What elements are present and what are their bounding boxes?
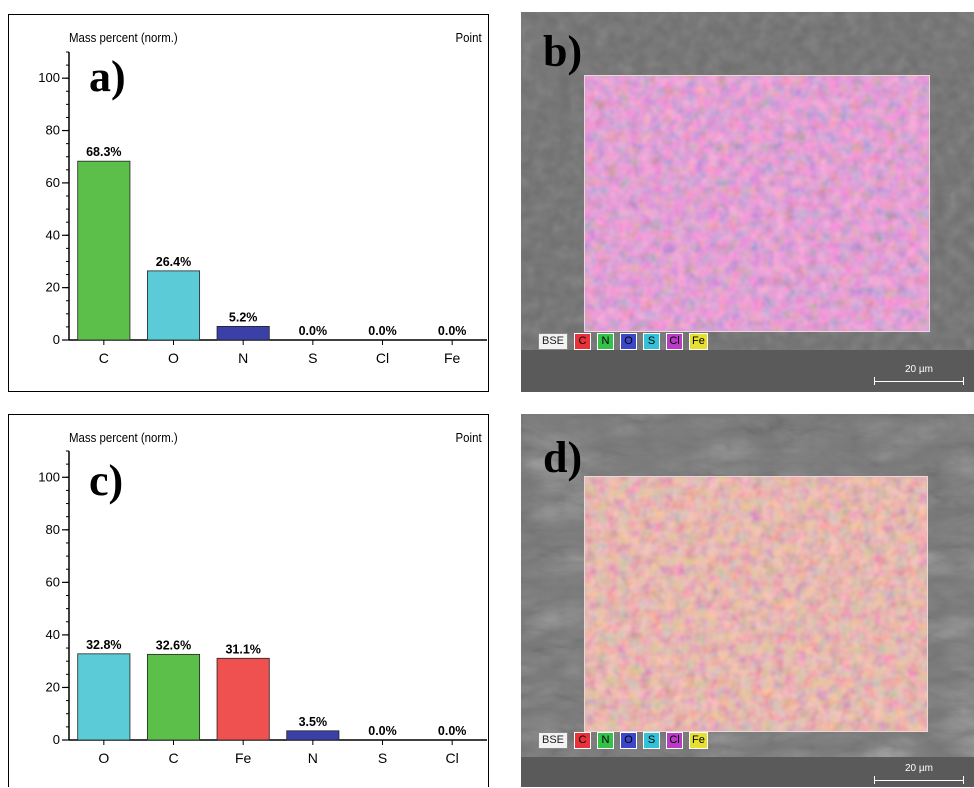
legend-fe: Fe: [689, 333, 708, 350]
y-tick-label: 0: [53, 732, 60, 747]
chart-panel-a: Mass percent (norm.) Point a) 0 20 40 60 80 1…: [8, 14, 489, 392]
x-tick-label: N: [308, 750, 318, 766]
value-label: 0.0%: [438, 724, 467, 738]
legend-bse: BSE: [538, 333, 569, 350]
value-label: 26.4%: [156, 255, 191, 269]
x-tick-label: O: [168, 350, 179, 366]
panel-label: d): [543, 433, 583, 482]
value-label: 32.6%: [156, 638, 191, 652]
value-label: 68.3%: [86, 145, 121, 159]
mode-label: Point: [455, 430, 482, 445]
legend-s: S: [643, 333, 661, 350]
panel-label: b): [543, 27, 583, 76]
bar-chart-c: 0 20 40 60 80 100 32.8% O 32.6% C 31.1% Fe 3.5% N 0.0%…: [38, 450, 487, 766]
scale-bar-label: 20 µm: [905, 364, 933, 375]
eds-legend: BSE C N O S Cl Fe: [538, 732, 708, 749]
value-label: 32.8%: [86, 638, 121, 652]
scale-bar-line: [874, 776, 964, 784]
x-tick-label: O: [98, 750, 109, 766]
y-tick-label: 60: [46, 175, 60, 190]
value-label: 0.0%: [368, 724, 397, 738]
y-tick-label: 40: [46, 227, 60, 242]
eds-legend: BSE C N O S Cl Fe: [538, 333, 708, 350]
bar-c: [77, 160, 131, 341]
x-tick-label: Cl: [446, 750, 459, 766]
bar-c: [146, 653, 201, 741]
value-label: 3.5%: [299, 715, 328, 729]
bar-n: [286, 730, 340, 741]
y-tick-label: 80: [46, 123, 60, 138]
sem-image-b: b) BSE C N O S Cl Fe 20 µm: [521, 12, 974, 392]
scale-bar: 20 µm: [874, 364, 964, 386]
scale-bar-line: [874, 377, 964, 385]
value-label: 5.2%: [229, 310, 258, 324]
legend-cl: Cl: [666, 333, 684, 350]
mode-label: Point: [455, 30, 482, 45]
x-tick-label: S: [378, 750, 387, 766]
legend-n: N: [597, 333, 615, 350]
y-tick-label: 80: [46, 522, 60, 537]
x-tick-label: Fe: [235, 750, 252, 766]
eds-map-area: [584, 75, 930, 332]
legend-o: O: [620, 333, 638, 350]
bar-o: [77, 653, 131, 741]
sem-image-d: d) BSE C N O S Cl Fe 20 µm: [521, 414, 974, 787]
x-tick-label: S: [308, 350, 317, 366]
y-axis-title: Mass percent (norm.): [69, 30, 178, 45]
legend-c: C: [574, 333, 592, 350]
y-tick-label: 40: [46, 627, 60, 642]
bar-chart-a: 0 20 40 60 80 100 68.3% C 26.4% O 5.2% N 0.0% S 0.0% Cl…: [38, 51, 487, 366]
legend-bse: BSE: [538, 732, 569, 749]
x-tick-label: N: [238, 350, 248, 366]
bar-n: [216, 325, 270, 341]
legend-c: C: [574, 732, 592, 749]
scale-bar-label: 20 µm: [905, 763, 933, 774]
value-label: 31.1%: [225, 642, 260, 656]
bar-fe: [216, 657, 270, 741]
value-label: 0.0%: [438, 324, 467, 338]
chart-panel-c: Mass percent (norm.) Point c) 0 20 40 60 80 1…: [8, 414, 489, 787]
y-tick-label: 100: [38, 70, 60, 85]
panel-label: a): [89, 52, 126, 101]
y-tick-label: 100: [38, 469, 60, 484]
y-tick-label: 20: [46, 679, 60, 694]
y-tick-label: 0: [53, 332, 60, 347]
info-bar: 20 µm: [521, 757, 974, 787]
bar-o: [146, 270, 201, 341]
x-tick-label: C: [99, 350, 109, 366]
legend-n: N: [597, 732, 615, 749]
scale-bar: 20 µm: [874, 763, 964, 785]
x-tick-label: Cl: [376, 350, 389, 366]
panel-label: c): [89, 456, 124, 505]
value-label: 0.0%: [299, 324, 328, 338]
legend-cl: Cl: [666, 732, 684, 749]
y-tick-label: 20: [46, 280, 60, 295]
eds-map-area: [584, 476, 928, 732]
legend-s: S: [643, 732, 661, 749]
x-tick-label: C: [168, 750, 178, 766]
y-axis-title: Mass percent (norm.): [69, 430, 178, 445]
x-tick-label: Fe: [444, 350, 461, 366]
y-tick-label: 60: [46, 574, 60, 589]
info-bar: 20 µm: [521, 350, 974, 392]
legend-o: O: [620, 732, 638, 749]
value-label: 0.0%: [368, 324, 397, 338]
legend-fe: Fe: [689, 732, 708, 749]
